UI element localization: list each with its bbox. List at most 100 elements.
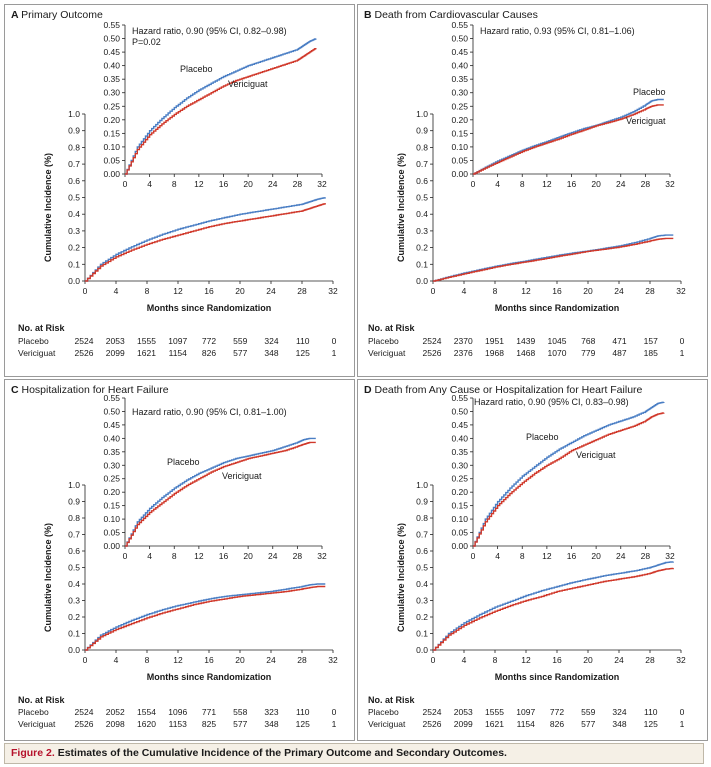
inset-y-tick-label: 0.40: [451, 433, 468, 443]
inset-y-tick-label: 0.45: [451, 47, 468, 57]
series-label-placebo: Placebo: [180, 64, 213, 74]
inset-x-tick-label: 24: [616, 179, 626, 189]
y-tick-label: 0.6: [68, 546, 80, 556]
inset-y-tick-label: 0.45: [451, 420, 468, 430]
x-axis-label: Months since Randomization: [147, 672, 272, 682]
inset-x-tick-label: 8: [172, 551, 177, 561]
risk-count: 1154: [517, 719, 536, 729]
x-tick-label: 0: [431, 655, 436, 665]
y-tick-label: 0.1: [68, 629, 80, 639]
y-axis-label: Cumulative Incidence (%): [396, 523, 406, 632]
panel-frame: [357, 4, 708, 377]
y-tick-label: 0.9: [416, 497, 428, 507]
y-tick-label: 0.7: [68, 530, 80, 540]
hazard-ratio-annotation: Hazard ratio, 0.90 (95% CI, 0.83–0.98): [474, 397, 629, 407]
risk-count: 826: [202, 348, 216, 358]
y-tick-label: 0.3: [68, 226, 80, 236]
risk-count: 157: [644, 336, 658, 346]
risk-count: 487: [612, 348, 626, 358]
x-tick-label: 24: [266, 286, 276, 296]
y-tick-label: 0.3: [416, 596, 428, 606]
inset-x-tick-label: 32: [665, 551, 675, 561]
inset-x-tick-label: 12: [542, 551, 552, 561]
inset-y-tick-label: 0.20: [103, 115, 120, 125]
panel-a: A Primary Outcome 0 4 8 12 16 20 24 28 32 0.0 0.1 0.…: [4, 4, 355, 377]
x-tick-label: 20: [583, 655, 593, 665]
risk-count: 1097: [168, 336, 187, 346]
risk-count: 2098: [106, 719, 125, 729]
series-label-vericiguat: Vericiguat: [228, 79, 268, 89]
y-tick-label: 0.6: [416, 546, 428, 556]
y-tick-label: 0.8: [416, 142, 428, 152]
y-tick-label: 0.8: [68, 142, 80, 152]
inset-x-tick-label: 16: [567, 551, 577, 561]
y-tick-label: 0.7: [416, 159, 428, 169]
inset-y-tick-label: 0.10: [103, 142, 120, 152]
y-tick-label: 1.0: [416, 480, 428, 490]
y-tick-label: 0.3: [68, 596, 80, 606]
risk-count: 324: [264, 336, 278, 346]
risk-count: 1555: [137, 336, 156, 346]
risk-count: 1621: [485, 719, 504, 729]
inset-x-tick-label: 24: [268, 179, 278, 189]
risk-table-header: No. at Risk: [18, 695, 66, 705]
inset-y-tick-label: 0.05: [451, 155, 468, 165]
risk-count: 2526: [75, 719, 94, 729]
y-tick-label: 0.9: [68, 497, 80, 507]
risk-count: 1555: [485, 707, 504, 717]
y-axis-label: Cumulative Incidence (%): [43, 153, 53, 262]
inset-x-tick-label: 28: [641, 551, 651, 561]
inset-y-tick-label: 0.35: [451, 447, 468, 457]
inset-x-tick-label: 0: [123, 179, 128, 189]
inset-y-tick-label: 0.20: [451, 487, 468, 497]
risk-count: 771: [202, 707, 216, 717]
panel-title: A Primary Outcome: [11, 9, 103, 21]
inset-y-tick-label: 0.15: [103, 501, 120, 511]
inset-y-tick-label: 0.00: [451, 541, 468, 551]
inset-y-tick-label: 0.40: [103, 61, 120, 71]
x-tick-label: 28: [645, 655, 655, 665]
x-tick-label: 8: [145, 286, 150, 296]
x-axis-label: Months since Randomization: [495, 672, 620, 682]
inset-x-tick-label: 8: [520, 179, 525, 189]
y-tick-label: 0.2: [68, 243, 80, 253]
risk-count: 1: [680, 348, 685, 358]
inset-x-tick-label: 20: [591, 551, 601, 561]
risk-row-label: Vericiguat: [18, 719, 56, 729]
risk-count: 348: [264, 348, 278, 358]
inset-y-tick-label: 0.15: [451, 128, 468, 138]
inset-x-tick-label: 4: [147, 551, 152, 561]
x-tick-label: 8: [493, 286, 498, 296]
inset-y-tick-label: 0.40: [103, 433, 120, 443]
p-value-annotation: P=0.02: [132, 37, 161, 47]
risk-count: 0: [332, 336, 337, 346]
y-tick-label: 0.7: [68, 159, 80, 169]
risk-count: 559: [581, 707, 595, 717]
inset-y-tick-label: 0.00: [103, 169, 120, 179]
inset-y-tick-label: 0.35: [103, 74, 120, 84]
y-tick-label: 0.2: [68, 612, 80, 622]
inset-y-tick-label: 0.20: [103, 487, 120, 497]
y-tick-label: 0.3: [416, 226, 428, 236]
risk-count: 2053: [106, 336, 125, 346]
inset-y-tick-label: 0.25: [103, 474, 120, 484]
risk-count: 2376: [454, 348, 473, 358]
risk-count: 2524: [423, 336, 442, 346]
x-tick-label: 20: [583, 286, 593, 296]
inset-x-tick-label: 12: [194, 551, 204, 561]
x-axis-label: Months since Randomization: [147, 303, 272, 313]
risk-count: 348: [264, 719, 278, 729]
figure-caption-text: Estimates of the Cumulative Incidence of…: [57, 747, 507, 759]
inset-x-tick-label: 12: [194, 179, 204, 189]
y-axis-label: Cumulative Incidence (%): [43, 523, 53, 632]
main-series-vericiguat: [85, 203, 326, 282]
risk-table-header: No. at Risk: [368, 695, 416, 705]
y-tick-label: 0.9: [68, 126, 80, 136]
main-series-vericiguat: [433, 237, 674, 282]
inset-y-tick-label: 0.50: [451, 34, 468, 44]
x-tick-label: 0: [83, 655, 88, 665]
risk-table-header: No. at Risk: [368, 323, 416, 333]
inset-y-tick-label: 0.00: [103, 541, 120, 551]
inset-y-tick-label: 0.55: [103, 20, 120, 30]
